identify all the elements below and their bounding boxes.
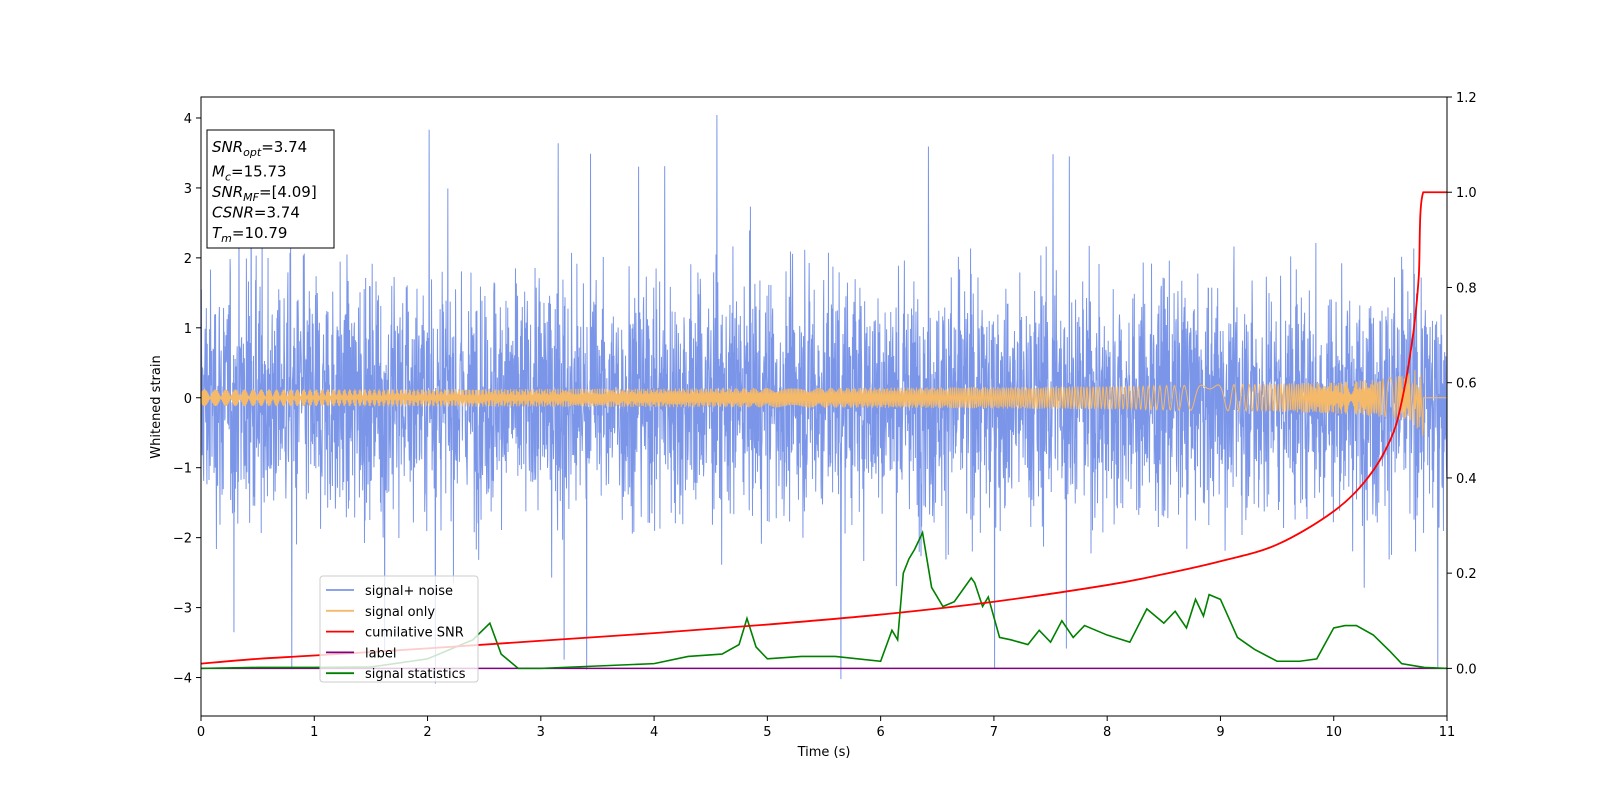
- x-tick-label: 3: [537, 725, 545, 740]
- stat-line: SNRopt=3.74: [212, 138, 307, 159]
- stat-line: CSNR=3.74: [212, 204, 300, 222]
- x-tick-label: 11: [1439, 725, 1456, 740]
- x-axis: 0 1 2 3 4 5 6 7 8 9 10 11: [197, 716, 1455, 740]
- y-left-tick-label: 2: [184, 252, 192, 267]
- x-tick-label: 5: [763, 725, 771, 740]
- legend-item-label: label: [365, 646, 396, 661]
- y-right-tick-label: 1.2: [1456, 91, 1477, 106]
- signal-statistics-line: [201, 530, 1447, 670]
- x-tick-label: 2: [423, 725, 431, 740]
- legend-item-label: signal+ noise: [365, 584, 453, 599]
- y-right-tick-label: 0.2: [1456, 567, 1477, 582]
- signal-noise-line: [201, 115, 1447, 684]
- x-tick-label: 8: [1103, 725, 1111, 740]
- y-left-tick-label: 1: [184, 322, 192, 337]
- x-tick-label: 0: [197, 725, 205, 740]
- stat-line: SNRMF=[4.09]: [212, 183, 317, 204]
- y-left-tick-label: −1: [173, 462, 192, 477]
- y-left-tick-label: −4: [173, 672, 192, 687]
- y-right-tick-label: 1.0: [1456, 186, 1477, 201]
- y-left-tick-label: 3: [184, 182, 192, 197]
- x-tick-label: 1: [310, 725, 318, 740]
- x-tick-label: 4: [650, 725, 658, 740]
- x-axis-label: Time (s): [797, 745, 851, 760]
- y-axis-label: Whitened strain: [149, 355, 164, 458]
- stats-box-frame: [206, 129, 335, 249]
- y-axis-right: 0.0 0.2 0.4 0.6 0.8 1.0 1.2: [1447, 91, 1477, 677]
- y-left-tick-label: −2: [173, 532, 192, 547]
- legend-item-label: cumilative SNR: [365, 626, 464, 641]
- x-tick-label: 9: [1216, 725, 1224, 740]
- y-left-tick-label: 4: [184, 112, 192, 127]
- signal-only-line: [201, 370, 1447, 437]
- legend-item-label: signal only: [365, 605, 435, 620]
- stat-line: Tm=10.79: [212, 224, 287, 245]
- y-right-tick-label: 0.6: [1456, 377, 1477, 392]
- y-right-tick-label: 0.0: [1456, 662, 1477, 677]
- x-tick-label: 7: [990, 725, 998, 740]
- stat-line: Mc=15.73: [212, 163, 287, 184]
- legend-frame: [319, 575, 479, 683]
- stats-box: SNRopt=3.74 Mc=15.73SNRMF=[4.09]CSNR=3.74…: [206, 129, 335, 249]
- plot-frame: [200, 96, 1448, 717]
- y-axis-left: −4 −3 −2 −1 0 1 2 3 4: [173, 112, 201, 687]
- y-left-tick-label: 0: [184, 392, 192, 407]
- y-left-tick-label: −3: [173, 602, 192, 617]
- y-right-tick-label: 0.4: [1456, 472, 1477, 487]
- x-tick-label: 10: [1325, 725, 1342, 740]
- legend-item-label: signal statistics: [365, 667, 466, 682]
- y-right-tick-label: 0.8: [1456, 281, 1477, 296]
- x-tick-label: 6: [876, 725, 884, 740]
- legend: signal+ noise signal only cumilative SNR la…: [319, 575, 479, 683]
